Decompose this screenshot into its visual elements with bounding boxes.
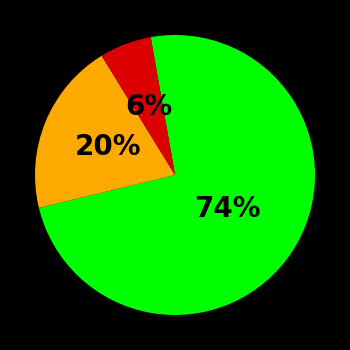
Wedge shape: [102, 37, 175, 175]
Wedge shape: [35, 56, 175, 208]
Wedge shape: [39, 35, 315, 315]
Text: 74%: 74%: [195, 196, 261, 224]
Text: 20%: 20%: [75, 133, 141, 161]
Text: 6%: 6%: [126, 93, 173, 121]
